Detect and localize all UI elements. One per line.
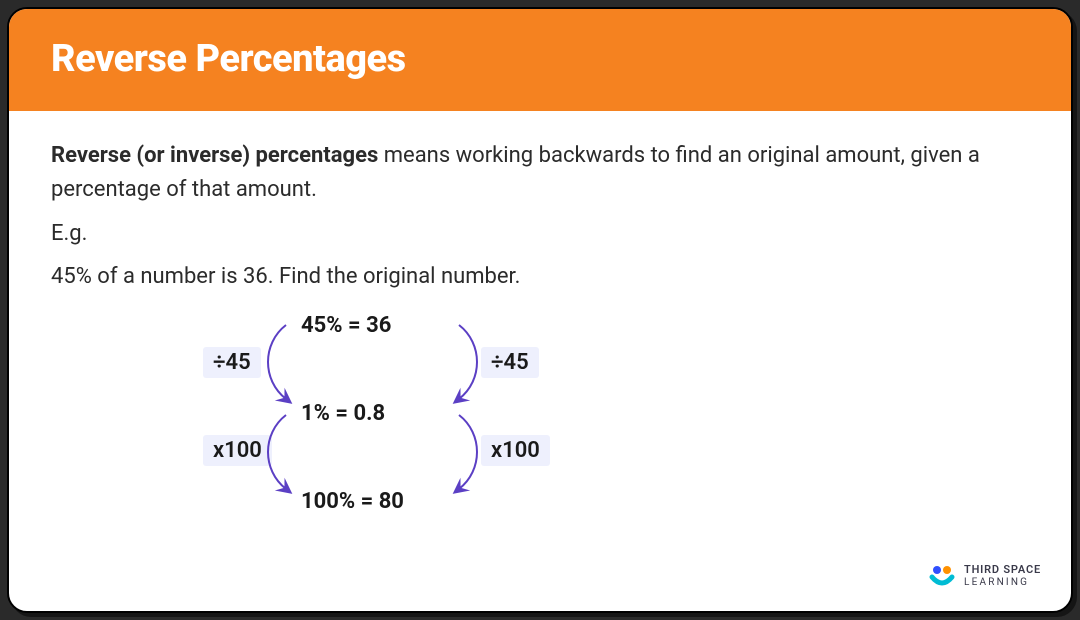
card-title: Reverse Percentages <box>51 37 1029 81</box>
brand-icon <box>928 563 956 589</box>
brand-line1: THIRD SPACE <box>964 563 1041 576</box>
card-header: Reverse Percentages <box>9 9 1071 111</box>
brand-line2: LEARNING <box>964 577 1041 589</box>
card-body: Reverse (or inverse) percentages means w… <box>9 111 1071 553</box>
example-text: 45% of a number is 36. Find the original… <box>51 264 1029 289</box>
lead-paragraph: Reverse (or inverse) percentages means w… <box>51 139 1029 207</box>
info-card: Reverse Percentages Reverse (or inverse)… <box>7 7 1073 613</box>
brand-logo: THIRD SPACE LEARNING <box>928 563 1041 589</box>
diagram-arrows <box>131 303 691 533</box>
eg-label: E.g. <box>51 221 1029 246</box>
worked-diagram: 45% = 36 1% = 0.8 100% = 80 ÷45 ÷45 x100… <box>131 303 691 533</box>
brand-text: THIRD SPACE LEARNING <box>964 564 1041 588</box>
lead-bold: Reverse (or inverse) percentages <box>51 143 378 168</box>
